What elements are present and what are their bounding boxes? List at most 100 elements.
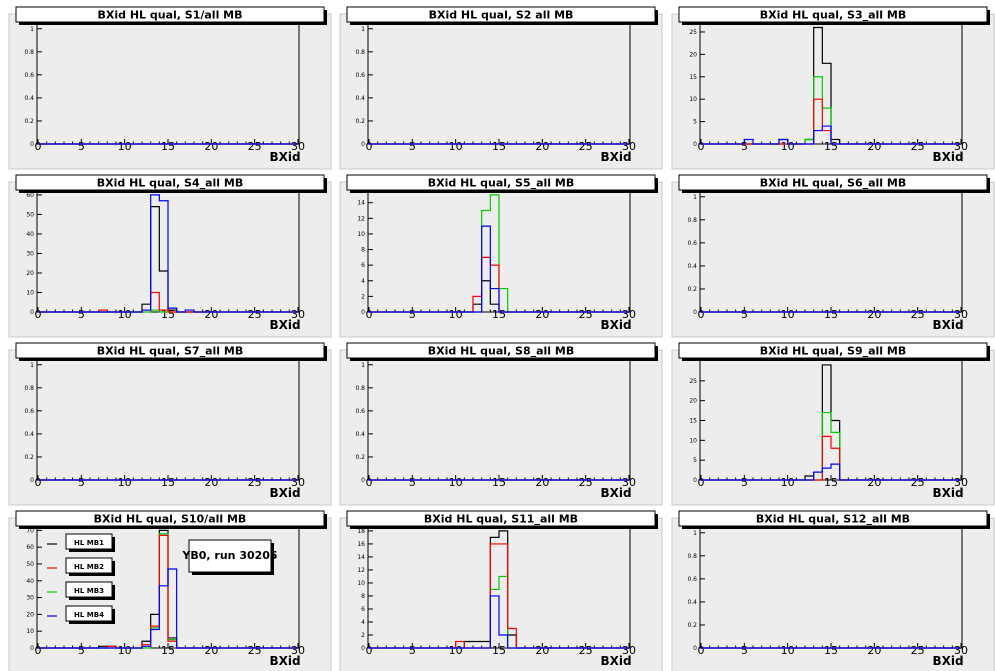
x-tick-label: 0 [366, 644, 373, 657]
y-tick-label: 0 [693, 477, 697, 484]
title-box [15, 174, 325, 191]
x-tick-label: 0 [366, 308, 373, 321]
histogram-panel: 0 5 10 15 20 25 30 0 5 10 15 20 25 BXid BXid HL qual, … [671, 342, 995, 506]
y-tick-label: 20 [26, 611, 34, 618]
x-tick-label: 5 [409, 308, 416, 321]
x-tick-label: 25 [579, 476, 593, 489]
panel-title: BXid HL qual, S4_all MB [97, 177, 244, 190]
y-tick-label: 0.8 [24, 385, 34, 392]
x-tick-label: 5 [741, 644, 748, 657]
y-tick-label: 0.6 [355, 72, 365, 79]
y-tick-label: 15 [689, 74, 697, 81]
panel-title: BXid HL qual, S9_all MB [760, 345, 907, 358]
x-tick-label: 5 [409, 140, 416, 153]
histogram-mb4 [369, 225, 629, 313]
y-tick-label: 60 [26, 192, 34, 199]
legend-label: HL MB3 [74, 587, 104, 595]
histogram-mb4 [701, 463, 961, 481]
pad-background [339, 181, 663, 338]
panel-title: BXid HL qual, S1/all MB [97, 9, 242, 22]
legend-label: HL MB2 [74, 563, 104, 571]
y-tick-label: 0.8 [687, 217, 697, 224]
x-tick-label: 20 [204, 140, 218, 153]
y-tick-label: 1 [30, 362, 34, 369]
title-box [678, 510, 988, 527]
x-tick-label: 25 [579, 140, 593, 153]
x-tick-label: 30 [622, 476, 636, 489]
y-tick-label: 8 [361, 593, 365, 600]
y-tick-label: 40 [26, 578, 34, 585]
y-tick-label: 0.2 [355, 118, 365, 125]
title-box [346, 174, 656, 191]
y-tick-label: 12 [357, 567, 365, 574]
x-tick-label: 20 [535, 644, 549, 657]
pad-background [8, 13, 332, 170]
x-tick-label: 30 [622, 308, 636, 321]
legend-label: HL MB1 [74, 539, 104, 547]
x-tick-label: 5 [78, 140, 85, 153]
x-tick-label: 20 [204, 308, 218, 321]
title-box [346, 510, 656, 527]
x-tick-label: 10 [781, 476, 795, 489]
x-tick-label: 5 [78, 644, 85, 657]
title-box [15, 342, 325, 359]
x-tick-label: 10 [118, 476, 132, 489]
y-tick-label: 0.2 [24, 454, 34, 461]
y-tick-label: 8 [361, 247, 365, 254]
panel-title: BXid HL qual, S7_all MB [97, 345, 244, 358]
histogram-panel: 0 5 10 15 20 25 30 0 0.2 0.4 0.6 0.8 1 BXid BXid HL qu… [339, 342, 663, 506]
y-tick-label: 40 [26, 231, 34, 238]
x-tick-label: 5 [78, 476, 85, 489]
legend-box [65, 581, 113, 598]
x-tick-label: 20 [535, 308, 549, 321]
x-tick-label: 25 [248, 476, 262, 489]
legend-box [65, 557, 113, 574]
x-tick-label: 5 [741, 308, 748, 321]
panel-title: BXid HL qual, S6_all MB [760, 177, 907, 190]
y-tick-label: 0.8 [355, 49, 365, 56]
x-axis-label: BXid [932, 486, 963, 500]
title-box [346, 342, 656, 359]
y-tick-label: 4 [361, 619, 365, 626]
x-tick-label: 25 [911, 140, 925, 153]
x-tick-label: 5 [409, 644, 416, 657]
pad-background [671, 13, 995, 170]
x-tick-label: 0 [698, 308, 705, 321]
x-tick-label: 20 [204, 476, 218, 489]
y-tick-label: 20 [26, 270, 34, 277]
x-tick-label: 30 [954, 476, 968, 489]
y-tick-label: 10 [357, 231, 365, 238]
x-tick-label: 25 [248, 644, 262, 657]
title-box [15, 6, 325, 23]
y-tick-label: 70 [26, 527, 34, 534]
y-tick-label: 0 [693, 645, 697, 652]
x-tick-label: 15 [492, 644, 506, 657]
histogram-panel: 0 5 10 15 20 25 30 0 0.2 0.4 0.6 0.8 1 BXid BXid HL qu… [671, 174, 995, 338]
x-tick-label: 10 [449, 476, 463, 489]
x-tick-label: 10 [781, 308, 795, 321]
x-tick-label: 15 [492, 476, 506, 489]
y-tick-label: 30 [26, 250, 34, 257]
x-axis-label: BXid [600, 486, 631, 500]
x-tick-label: 30 [954, 140, 968, 153]
x-tick-label: 10 [118, 644, 132, 657]
y-tick-label: 20 [689, 51, 697, 58]
title-box [678, 174, 988, 191]
y-tick-label: 20 [689, 398, 697, 405]
x-tick-label: 5 [741, 140, 748, 153]
x-tick-label: 20 [867, 140, 881, 153]
x-tick-label: 5 [409, 476, 416, 489]
x-tick-label: 15 [161, 644, 175, 657]
pad-background [671, 349, 995, 506]
y-tick-label: 0.8 [24, 49, 34, 56]
x-tick-label: 5 [741, 476, 748, 489]
x-tick-label: 30 [291, 644, 305, 657]
x-tick-label: 25 [579, 644, 593, 657]
y-tick-label: 16 [357, 541, 365, 548]
y-tick-label: 0 [361, 309, 365, 316]
histogram-mb4 [701, 125, 961, 145]
y-tick-label: 14 [357, 554, 365, 561]
y-tick-label: 0 [693, 309, 697, 316]
